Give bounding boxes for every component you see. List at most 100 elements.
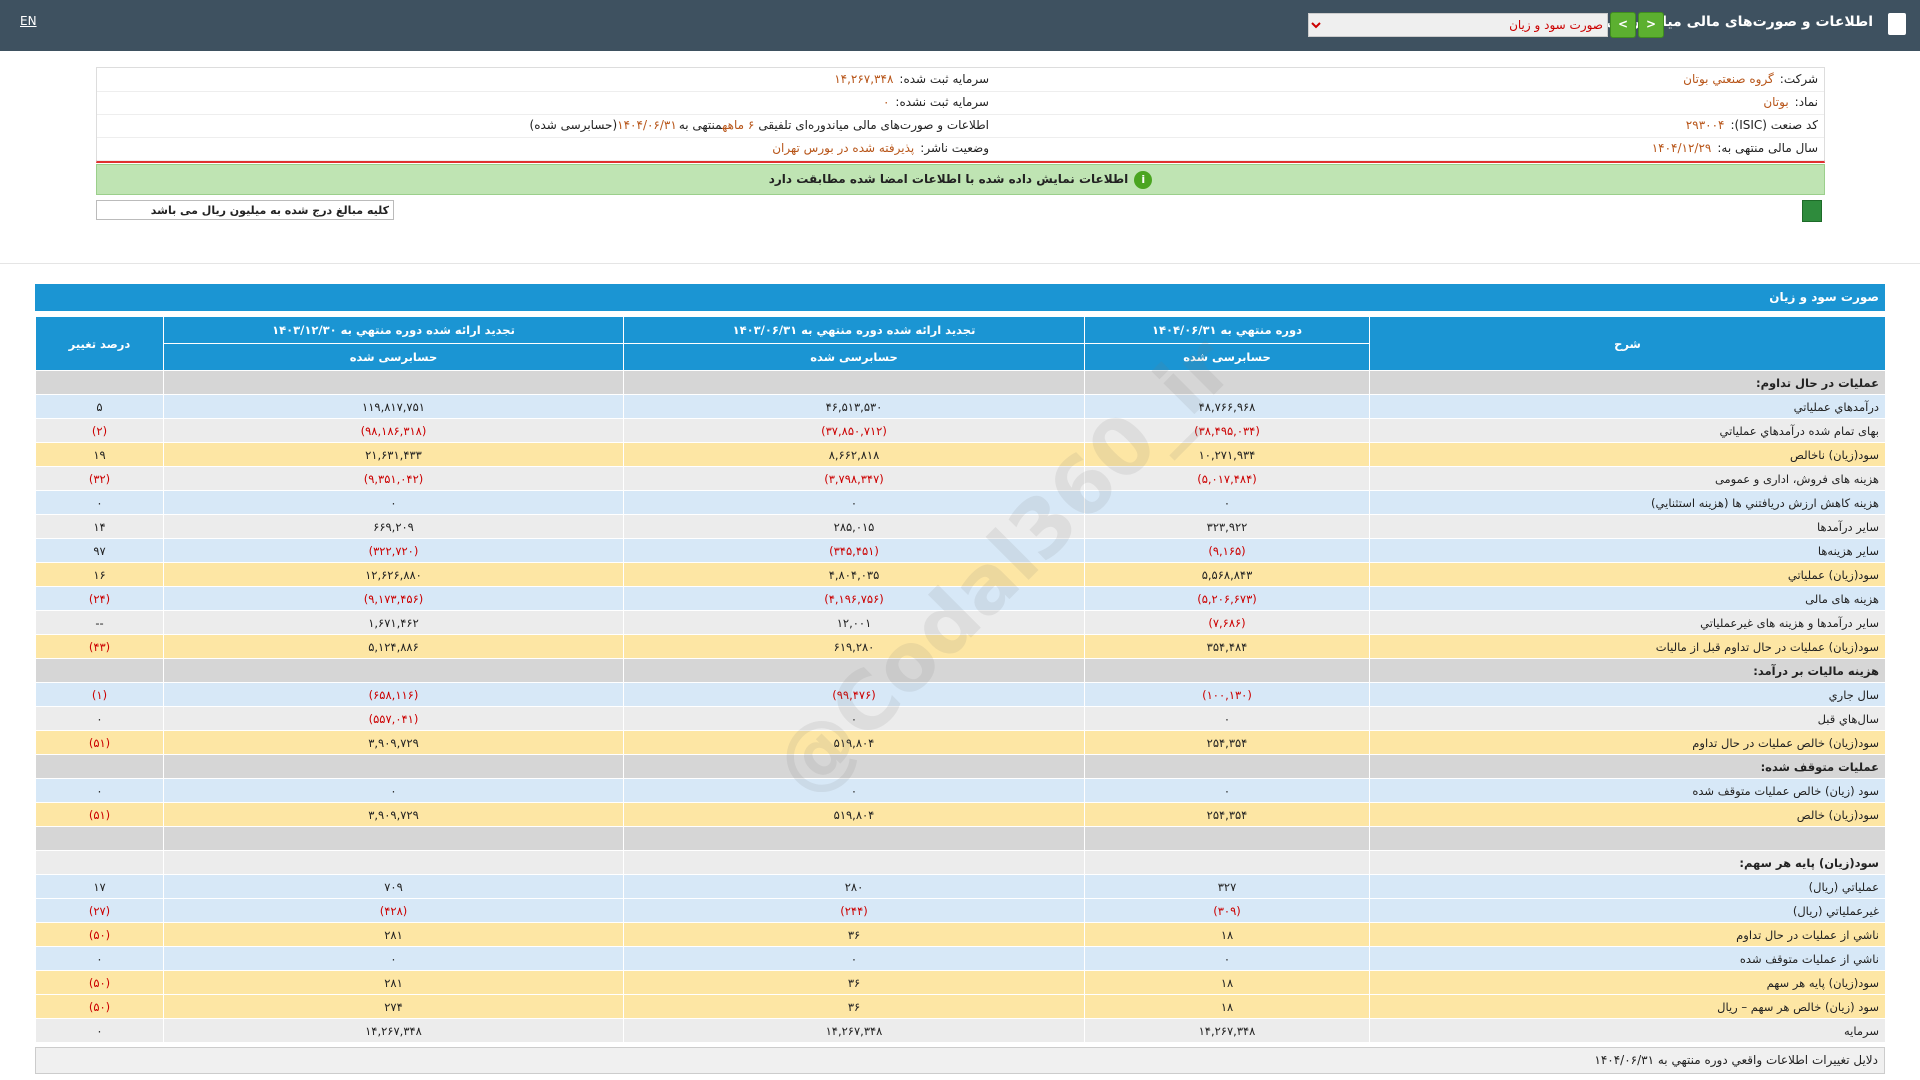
- table-cell: ۰: [36, 707, 164, 731]
- table-cell: ۲۸۱: [164, 971, 624, 995]
- language-link[interactable]: EN: [20, 14, 37, 28]
- excel-button[interactable]: [1802, 200, 1822, 222]
- table-cell: ۱۸: [1085, 923, 1370, 947]
- unit-note: کلیه مبالغ درج شده به میلیون ریال می باش…: [96, 200, 394, 220]
- table-cell: [36, 851, 164, 875]
- info-icon: i: [1134, 171, 1152, 189]
- table-cell: ۱۸: [1085, 995, 1370, 1019]
- table-cell: ۰: [36, 947, 164, 971]
- table-cell: ۲۵۴,۳۵۴: [1085, 803, 1370, 827]
- table-cell: (۵۵۷,۰۴۱): [164, 707, 624, 731]
- info-cell: شرکت:گروه صنعتي بوتان: [1683, 72, 1818, 86]
- table-cell: ۰: [624, 707, 1085, 731]
- table-cell: (۲): [36, 419, 164, 443]
- info-cell: سرمایه ثبت نشده:۰: [883, 95, 989, 109]
- next-button[interactable]: >: [1610, 12, 1636, 38]
- info-label: نماد:: [1795, 95, 1818, 109]
- row-label: سود(زيان) عملياتي: [1370, 563, 1886, 587]
- table-cell: ۱۷: [36, 875, 164, 899]
- table-cell: ۲۸۱: [164, 923, 624, 947]
- separator: [0, 263, 1920, 264]
- table-cell: [36, 755, 164, 779]
- table-cell: ۰: [1085, 947, 1370, 971]
- table-cell: [624, 755, 1085, 779]
- table-row: سود(زيان) خالص۲۵۴,۳۵۴۵۱۹,۸۰۴۳,۹۰۹,۷۲۹(۵۱…: [36, 803, 1886, 827]
- table-row: [36, 827, 1886, 851]
- info-audit: (حسابرسی شده): [530, 118, 618, 132]
- table-cell: ۹۷: [36, 539, 164, 563]
- table-row: سود (زيان) خالص هر سهم – ريال۱۸۳۶۲۷۴(۵۰): [36, 995, 1886, 1019]
- table-cell: [1085, 659, 1370, 683]
- table-cell: ۳۲۷: [1085, 875, 1370, 899]
- prev-button[interactable]: <: [1638, 12, 1664, 38]
- row-label: ناشي از عمليات متوقف شده: [1370, 947, 1886, 971]
- row-label: سود (زيان) خالص هر سهم – ريال: [1370, 995, 1886, 1019]
- table-cell: ۰: [1085, 491, 1370, 515]
- table-cell: ۰: [624, 779, 1085, 803]
- table-cell: [624, 659, 1085, 683]
- table-cell: ۳۵۴,۴۸۴: [1085, 635, 1370, 659]
- column-subheader: حسابرسی شده: [1085, 344, 1370, 371]
- table-cell: (۲۴): [36, 587, 164, 611]
- row-label: سرمايه: [1370, 1019, 1886, 1043]
- table-cell: ۱۴,۲۶۷,۳۴۸: [624, 1019, 1085, 1043]
- info-date: ۱۴۰۴/۰۶/۳۱: [617, 118, 677, 132]
- table-row: هزينه هاى مالى(۵,۲۰۶,۶۷۳)(۴,۱۹۶,۷۵۶)(۹,۱…: [36, 587, 1886, 611]
- table-row: ناشي از عمليات در حال تداوم۱۸۳۶۲۸۱(۵۰): [36, 923, 1886, 947]
- table-cell: ۲۸۰: [624, 875, 1085, 899]
- table-cell: (۶۵۸,۱۱۶): [164, 683, 624, 707]
- table-cell: ۰: [164, 947, 624, 971]
- info-value: ۱۴۰۴/۱۲/۲۹: [1652, 141, 1712, 155]
- table-cell: ۲۱,۶۳۱,۴۳۳: [164, 443, 624, 467]
- info-cell: نماد:بوتان: [1763, 95, 1818, 109]
- table-cell: ۰: [164, 491, 624, 515]
- row-label: عملياتي (ريال): [1370, 875, 1886, 899]
- table-cell: [624, 371, 1085, 395]
- info-label: سرمایه ثبت نشده:: [895, 95, 989, 109]
- table-body: عملیات در حال تداوم:درآمدهاي عملياتي۴۸,۷…: [36, 371, 1886, 1043]
- table-cell: (۲۷): [36, 899, 164, 923]
- table-cell: ۰: [36, 779, 164, 803]
- column-header: شرح: [1370, 317, 1886, 371]
- table-cell: ۳,۹۰۹,۷۲۹: [164, 803, 624, 827]
- column-subheader: حسابرسی شده: [624, 344, 1085, 371]
- table-cell: ۰: [624, 947, 1085, 971]
- row-label: سال جاري: [1370, 683, 1886, 707]
- table-cell: (۳۲۲,۷۲۰): [164, 539, 624, 563]
- table-row: سود(زيان) پايه هر سهم۱۸۳۶۲۸۱(۵۰): [36, 971, 1886, 995]
- top-bar: اطلاعات و صورت‌های مالی میاندوره‌ای تلفی…: [0, 0, 1920, 51]
- row-label: هزينه کاهش ارزش دريافتني ها (هزينه استثن…: [1370, 491, 1886, 515]
- company-info: شرکت:گروه صنعتي بوتان سرمایه ثبت شده:۱۴,۲…: [96, 67, 1825, 163]
- table-cell: ۵۱۹,۸۰۴: [624, 731, 1085, 755]
- column-header: تجدید ارائه شده دوره منتهي به ۱۴۰۳/۱۲/۳۰: [164, 317, 624, 344]
- table-row: سود(زيان) عملياتي۵,۵۶۸,۸۴۳۴,۸۰۴,۰۳۵۱۲,۶۲…: [36, 563, 1886, 587]
- table-cell: ۰: [36, 491, 164, 515]
- info-cell: سرمایه ثبت شده:۱۴,۲۶۷,۳۴۸: [834, 72, 989, 86]
- table-cell: [36, 371, 164, 395]
- table-cell: (۳۸,۴۹۵,۰۳۴): [1085, 419, 1370, 443]
- table-cell: (۳,۷۹۸,۳۴۷): [624, 467, 1085, 491]
- table-cell: (۹,۱۷۳,۴۵۶): [164, 587, 624, 611]
- table-cell: (۱): [36, 683, 164, 707]
- report-icon: [1888, 13, 1906, 35]
- table-cell: ۰: [1085, 779, 1370, 803]
- table-cell: (۳۲): [36, 467, 164, 491]
- table-cell: [36, 827, 164, 851]
- table-cell: (۹,۳۵۱,۰۴۲): [164, 467, 624, 491]
- table-cell: ۳۲۳,۹۲۲: [1085, 515, 1370, 539]
- notice-text: اطلاعات نمایش داده شده با اطلاعات امضا ش…: [769, 172, 1129, 186]
- table-cell: [1085, 755, 1370, 779]
- info-value: ۲۹۳۰۰۴: [1686, 118, 1725, 132]
- table-cell: ۱,۶۷۱,۴۶۲: [164, 611, 624, 635]
- table-cell: (۵۱): [36, 731, 164, 755]
- report-select[interactable]: صورت سود و زیان: [1308, 13, 1608, 37]
- table-cell: [164, 659, 624, 683]
- row-label: ساير هزينه‌ها: [1370, 539, 1886, 563]
- table-cell: ۲۸۵,۰۱۵: [624, 515, 1085, 539]
- table-row: سود(زيان) پايه هر سهم:: [36, 851, 1886, 875]
- row-label: سود (زيان) خالص عمليات متوقف شده: [1370, 779, 1886, 803]
- section-label: [1370, 827, 1886, 851]
- section-label: عملیات در حال تداوم:: [1370, 371, 1886, 395]
